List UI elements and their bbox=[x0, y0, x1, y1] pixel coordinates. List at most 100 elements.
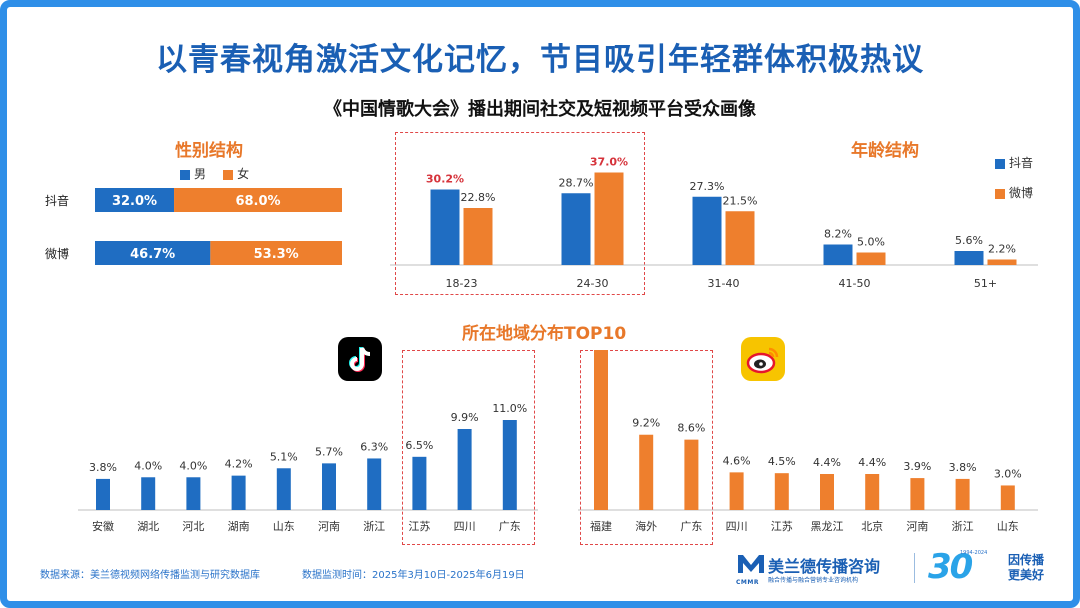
region-weibo-bar bbox=[910, 478, 925, 510]
age-value-label: 5.0% bbox=[857, 236, 885, 249]
region-weibo-category-label: 浙江 bbox=[952, 520, 974, 533]
region-douyin-value-label: 9.9% bbox=[451, 411, 479, 424]
region-douyin-category-label: 河南 bbox=[318, 520, 340, 533]
region-weibo-category-label: 海外 bbox=[635, 519, 657, 533]
weibo-region-highlight-box bbox=[580, 350, 713, 545]
age-category-label: 24-30 bbox=[577, 277, 609, 290]
gender-bar-female bbox=[174, 188, 342, 212]
footer-divider bbox=[914, 553, 915, 583]
region-weibo-value-label: 4.4% bbox=[813, 456, 841, 469]
age-value-label: 27.3% bbox=[690, 180, 725, 193]
region-douyin-bar bbox=[186, 477, 201, 510]
region-weibo-bar bbox=[955, 478, 970, 510]
region-weibo-value-label: 3.9% bbox=[903, 460, 931, 473]
region-douyin-value-label: 11.0% bbox=[492, 402, 527, 415]
region-douyin-chart: 3.8% 安徽 4.0% 湖北 4.0% 河北 4.2% 湖南 5.1% 山东 5.7% 河南 6.3%… bbox=[78, 402, 538, 533]
region-douyin-value-label: 4.0% bbox=[179, 459, 207, 472]
region-douyin-category-label: 广东 bbox=[499, 520, 521, 533]
region-douyin-bar bbox=[96, 478, 110, 510]
region-douyin-value-label: 5.7% bbox=[315, 445, 343, 458]
legend-female-label: 女 bbox=[237, 167, 250, 181]
age-value-label: 21.5% bbox=[723, 194, 758, 207]
age-bar-weibo bbox=[463, 208, 493, 265]
brand-name: 美兰德传播咨询 bbox=[768, 557, 881, 576]
age-bar-weibo bbox=[987, 259, 1017, 265]
region-douyin-category-label: 安徽 bbox=[92, 519, 114, 533]
gender-chart: 抖音 32.0% 68.0% 微博 46.7% 53.3% bbox=[45, 188, 342, 265]
region-weibo-bar bbox=[1000, 485, 1015, 510]
gender-platform-label: 抖音 bbox=[45, 193, 69, 208]
region-weibo-category-label: 福建 bbox=[590, 519, 612, 533]
region-weibo-bar bbox=[594, 350, 608, 510]
region-weibo-category-label: 河南 bbox=[906, 520, 928, 533]
cmmr-m-icon: CMMR bbox=[736, 553, 766, 586]
region-douyin-bar bbox=[502, 420, 517, 510]
page-subtitle: 《中国情歌大会》播出期间社交及短视频平台受众画像 bbox=[324, 99, 756, 120]
region-weibo-value-label: 4.6% bbox=[723, 454, 751, 467]
region-weibo-value-label: 8.6% bbox=[677, 422, 705, 435]
weibo-icon bbox=[741, 337, 785, 381]
age-legend-weibo: 微博 bbox=[995, 178, 1033, 208]
legend-female: 女 bbox=[223, 167, 249, 181]
slogan: 因传播 更美好 bbox=[1008, 553, 1044, 583]
region-weibo-chart: 21.2%福建9.2%海外8.6%广东4.6%四川4.5%江苏4.4%黑龙江4.… bbox=[578, 350, 1038, 533]
legend-male-label: 男 bbox=[194, 167, 207, 181]
age-category-label: 18-23 bbox=[446, 277, 478, 290]
region-weibo-bar bbox=[865, 474, 880, 510]
gender-bar-male bbox=[95, 188, 175, 212]
data-period: 数据监测时间：2025年3月10日-2025年6月19日 bbox=[302, 570, 525, 581]
age-bar-douyin bbox=[692, 196, 722, 265]
age-value-label: 30.2% bbox=[426, 173, 464, 186]
region-douyin-bar bbox=[457, 429, 472, 510]
region-douyin-category-label: 湖南 bbox=[228, 520, 250, 533]
age-chart: 30.2% 22.8% 18-23 28.7% 37.0% 24-30 27.3%21.5%… bbox=[390, 156, 1038, 290]
badge-number: 30 bbox=[928, 547, 973, 587]
legend-male-swatch bbox=[180, 169, 190, 180]
region-douyin-bar bbox=[141, 477, 156, 510]
age-value-label: 28.7% bbox=[559, 176, 594, 189]
region-douyin-category-label: 河北 bbox=[182, 520, 204, 533]
region-weibo-bar bbox=[639, 434, 654, 510]
gender-female-value: 53.3% bbox=[254, 247, 299, 262]
region-weibo-category-label: 山东 bbox=[997, 520, 1019, 533]
gender-bar-female bbox=[210, 241, 342, 265]
brand-tagline: 融合传播与融合营销专业咨询机构 bbox=[768, 577, 859, 584]
region-douyin-bar bbox=[367, 458, 382, 510]
region-douyin-category-label: 四川 bbox=[454, 520, 476, 533]
region-douyin-value-label: 6.3% bbox=[360, 440, 388, 453]
region-section-title: 所在地域分布TOP10 bbox=[462, 324, 627, 344]
gender-bar-male bbox=[95, 241, 211, 265]
age-bar-weibo bbox=[725, 211, 755, 265]
region-douyin-value-label: 6.5% bbox=[405, 439, 433, 452]
badge-years: 1994-2024 bbox=[960, 550, 988, 556]
age-legend-weibo-label: 微博 bbox=[1009, 186, 1034, 200]
legend-female-swatch bbox=[223, 169, 234, 180]
region-weibo-bar bbox=[684, 439, 699, 510]
region-douyin-bar bbox=[412, 456, 427, 510]
age-legend-douyin: 抖音 bbox=[995, 148, 1033, 178]
age-category-label: 51+ bbox=[974, 277, 997, 290]
legend-male: 男 bbox=[180, 167, 206, 181]
region-weibo-category-label: 黑龙江 bbox=[811, 520, 844, 533]
age-legend-douyin-swatch bbox=[995, 158, 1005, 169]
region-weibo-category-label: 广东 bbox=[680, 520, 702, 533]
douyin-region-highlight-box bbox=[402, 350, 535, 545]
brand-logo: CMMR 美兰德传播咨询 融合传播与融合营销专业咨询机构 bbox=[736, 551, 906, 587]
age-legend-douyin-label: 抖音 bbox=[1009, 156, 1034, 170]
region-douyin-bar bbox=[231, 475, 246, 510]
data-source: 数据来源：美兰德视频网络传播监测与研究数据库 bbox=[40, 570, 260, 581]
age-bar-weibo bbox=[856, 252, 886, 265]
age-value-label: 37.0% bbox=[590, 156, 628, 169]
age-bar-weibo bbox=[594, 172, 624, 265]
region-weibo-bar bbox=[820, 474, 834, 510]
slogan-line1: 因传播 bbox=[1008, 553, 1045, 567]
region-weibo-category-label: 江苏 bbox=[771, 520, 793, 533]
region-weibo-bar bbox=[774, 473, 789, 510]
age-category-label: 41-50 bbox=[839, 277, 871, 290]
gender-platform-label: 微博 bbox=[45, 246, 69, 261]
brand-abbr: CMMR bbox=[736, 579, 759, 586]
age-value-label: 8.2% bbox=[824, 228, 852, 241]
weibo-glyph bbox=[746, 347, 779, 374]
region-weibo-value-label: 4.4% bbox=[858, 456, 886, 469]
